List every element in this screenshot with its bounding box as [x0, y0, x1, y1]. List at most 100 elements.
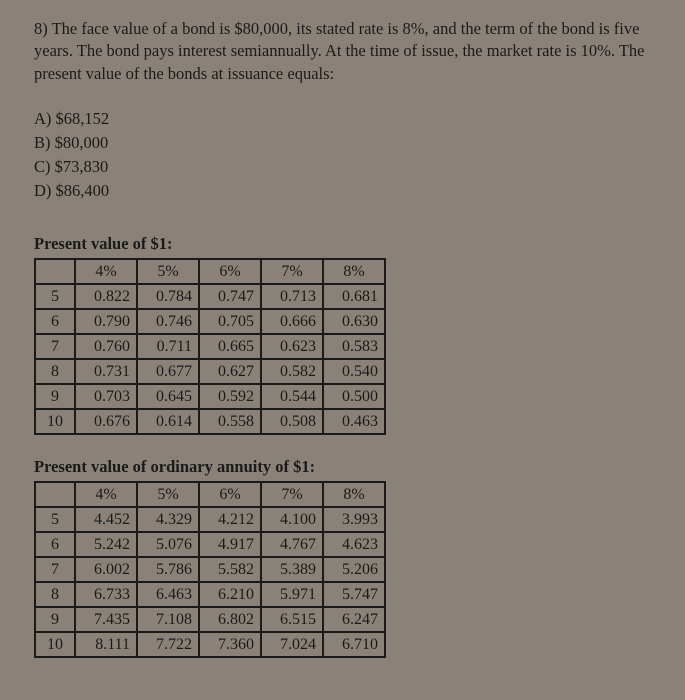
value-cell: 6.515 [261, 607, 323, 632]
pv-annuity-title: Present value of ordinary annuity of $1: [34, 457, 657, 477]
period-cell: 7 [35, 334, 75, 359]
value-cell: 0.681 [323, 284, 385, 309]
value-cell: 5.389 [261, 557, 323, 582]
pv-single-table: 4% 5% 6% 7% 8% 5 0.822 0.784 0.747 0.713… [34, 258, 386, 435]
value-cell: 4.452 [75, 507, 137, 532]
value-cell: 7.360 [199, 632, 261, 657]
value-cell: 0.713 [261, 284, 323, 309]
period-cell: 5 [35, 507, 75, 532]
value-cell: 0.614 [137, 409, 199, 434]
value-cell: 5.206 [323, 557, 385, 582]
value-cell: 0.630 [323, 309, 385, 334]
choice-d: D) $86,400 [34, 179, 657, 202]
table-row: 6 0.790 0.746 0.705 0.666 0.630 [35, 309, 385, 334]
choice-c: C) $73,830 [34, 155, 657, 178]
value-cell: 0.645 [137, 384, 199, 409]
value-cell: 6.733 [75, 582, 137, 607]
value-cell: 0.544 [261, 384, 323, 409]
value-cell: 0.677 [137, 359, 199, 384]
value-cell: 5.242 [75, 532, 137, 557]
value-cell: 5.786 [137, 557, 199, 582]
choice-b: B) $80,000 [34, 131, 657, 154]
period-cell: 6 [35, 532, 75, 557]
value-cell: 0.558 [199, 409, 261, 434]
value-cell: 0.711 [137, 334, 199, 359]
table-row: 9 0.703 0.645 0.592 0.544 0.500 [35, 384, 385, 409]
rate-header: 5% [137, 259, 199, 284]
question-text: 8) The face value of a bond is $80,000, … [34, 18, 657, 85]
value-cell: 0.508 [261, 409, 323, 434]
rate-header: 8% [323, 259, 385, 284]
value-cell: 4.212 [199, 507, 261, 532]
value-cell: 0.790 [75, 309, 137, 334]
table-row: 8 6.733 6.463 6.210 5.971 5.747 [35, 582, 385, 607]
value-cell: 6.002 [75, 557, 137, 582]
period-cell: 8 [35, 359, 75, 384]
value-cell: 0.705 [199, 309, 261, 334]
pv-single-title: Present value of $1: [34, 234, 657, 254]
value-cell: 0.582 [261, 359, 323, 384]
table-header-row: 4% 5% 6% 7% 8% [35, 482, 385, 507]
value-cell: 3.993 [323, 507, 385, 532]
period-cell: 9 [35, 607, 75, 632]
value-cell: 6.710 [323, 632, 385, 657]
table-row: 7 0.760 0.711 0.665 0.623 0.583 [35, 334, 385, 359]
period-cell: 7 [35, 557, 75, 582]
table-row: 5 4.452 4.329 4.212 4.100 3.993 [35, 507, 385, 532]
rate-header: 4% [75, 259, 137, 284]
value-cell: 0.784 [137, 284, 199, 309]
value-cell: 7.024 [261, 632, 323, 657]
rate-header: 7% [261, 482, 323, 507]
value-cell: 4.767 [261, 532, 323, 557]
rate-header: 4% [75, 482, 137, 507]
value-cell: 6.210 [199, 582, 261, 607]
value-cell: 0.463 [323, 409, 385, 434]
value-cell: 0.731 [75, 359, 137, 384]
value-cell: 4.623 [323, 532, 385, 557]
choice-a: A) $68,152 [34, 107, 657, 130]
period-cell: 5 [35, 284, 75, 309]
rate-header: 6% [199, 259, 261, 284]
value-cell: 7.722 [137, 632, 199, 657]
pv-annuity-table: 4% 5% 6% 7% 8% 5 4.452 4.329 4.212 4.100… [34, 481, 386, 658]
value-cell: 0.760 [75, 334, 137, 359]
table-row: 7 6.002 5.786 5.582 5.389 5.206 [35, 557, 385, 582]
value-cell: 4.917 [199, 532, 261, 557]
value-cell: 6.802 [199, 607, 261, 632]
value-cell: 0.665 [199, 334, 261, 359]
corner-cell [35, 259, 75, 284]
value-cell: 5.747 [323, 582, 385, 607]
table-header-row: 4% 5% 6% 7% 8% [35, 259, 385, 284]
table-row: 6 5.242 5.076 4.917 4.767 4.623 [35, 532, 385, 557]
rate-header: 8% [323, 482, 385, 507]
value-cell: 0.623 [261, 334, 323, 359]
table-row: 5 0.822 0.784 0.747 0.713 0.681 [35, 284, 385, 309]
corner-cell [35, 482, 75, 507]
period-cell: 10 [35, 409, 75, 434]
table-row: 8 0.731 0.677 0.627 0.582 0.540 [35, 359, 385, 384]
value-cell: 0.500 [323, 384, 385, 409]
value-cell: 0.666 [261, 309, 323, 334]
value-cell: 7.435 [75, 607, 137, 632]
value-cell: 0.747 [199, 284, 261, 309]
value-cell: 0.540 [323, 359, 385, 384]
table-row: 10 8.111 7.722 7.360 7.024 6.710 [35, 632, 385, 657]
value-cell: 0.592 [199, 384, 261, 409]
value-cell: 4.100 [261, 507, 323, 532]
value-cell: 7.108 [137, 607, 199, 632]
rate-header: 6% [199, 482, 261, 507]
value-cell: 5.076 [137, 532, 199, 557]
value-cell: 0.627 [199, 359, 261, 384]
rate-header: 5% [137, 482, 199, 507]
answer-choices: A) $68,152 B) $80,000 C) $73,830 D) $86,… [34, 107, 657, 202]
value-cell: 5.971 [261, 582, 323, 607]
value-cell: 0.676 [75, 409, 137, 434]
value-cell: 0.583 [323, 334, 385, 359]
rate-header: 7% [261, 259, 323, 284]
period-cell: 6 [35, 309, 75, 334]
value-cell: 5.582 [199, 557, 261, 582]
value-cell: 4.329 [137, 507, 199, 532]
value-cell: 0.822 [75, 284, 137, 309]
value-cell: 0.703 [75, 384, 137, 409]
value-cell: 0.746 [137, 309, 199, 334]
